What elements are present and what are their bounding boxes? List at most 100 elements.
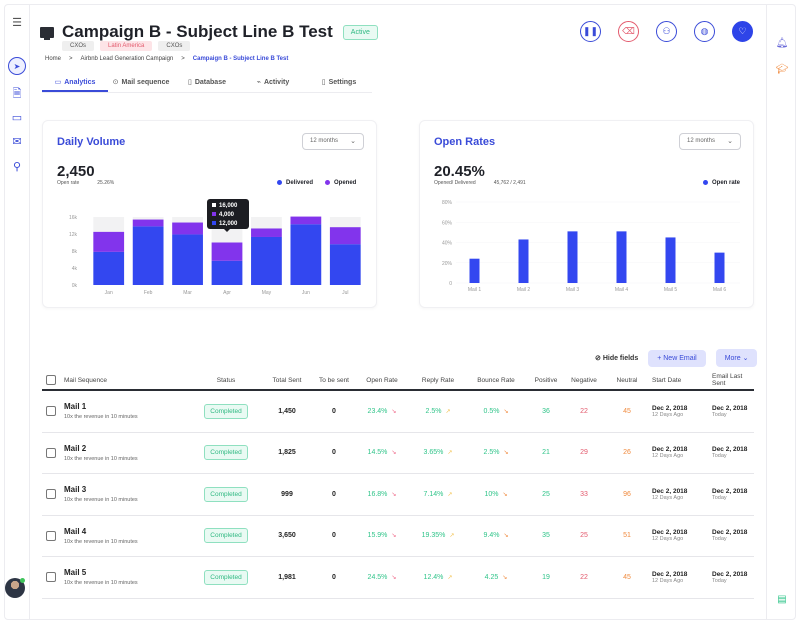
y-tick-label: 60% [442,220,453,226]
sidebar-item-documents[interactable]: 🗎 [4,84,30,104]
sidebar-item-contacts[interactable]: ▭ [4,107,30,127]
column-reply-rate[interactable]: Reply Rate [421,376,455,384]
start-date-relative: 12 Days Ago [652,577,684,584]
legend-item: Delivered [277,180,313,186]
column-to-be-sent[interactable]: To be sent [319,376,349,384]
tab-settings[interactable]: ▯ Settings [306,75,372,92]
mail-sequence-cell: Mail 2 10x the revenue in 10 minutes [42,444,192,462]
pause-button[interactable]: ❚❚ [580,21,601,42]
tag[interactable]: CXOs [62,41,95,51]
breadcrumb-home[interactable]: Home [45,56,62,62]
reply-rate: 3.65% [423,449,444,457]
legend-label: Delivered [286,180,314,187]
tooltip-value: 12,000 [219,221,238,227]
table-row[interactable]: Mail 1 10x the revenue in 10 minutes Comp… [42,391,754,433]
tab-analytics[interactable]: ▭ Analytics [42,75,108,92]
sub-value: 25.26% [97,180,115,186]
table-row[interactable]: Mail 3 10x the revenue in 10 minutes Comp… [42,474,754,516]
hide-fields-button[interactable]: ⊘ Hide fields [595,354,638,362]
column-total-sent[interactable]: Total Sent [272,376,302,384]
status-badge: Completed [204,528,248,544]
last-sent-cell: Dec 2, 2018 Today [704,488,754,501]
range-select[interactable]: 12 months ⌄ [679,133,741,150]
last-sent-date: Dec 2, 2018 [712,487,748,495]
last-sent-cell: Dec 2, 2018 Today [704,446,754,459]
contact-card-icon: ▭ [11,111,23,124]
negative-count: 22 [580,407,588,415]
sub-label: Opened/ Delivered [434,180,476,186]
range-select[interactable]: 12 months ⌄ [302,133,364,150]
tab-mail-sequence[interactable]: ⊙ Mail sequence [108,75,174,92]
more-button[interactable]: More ⌄ [715,349,758,367]
tab-database[interactable]: ▯ Database [174,75,240,92]
table-row[interactable]: Mail 2 10x the revenue in 10 minutes Comp… [42,433,754,474]
reply-rate: 2.5% [425,407,442,415]
column-bounce-rate[interactable]: Bounce Rate [477,376,515,384]
bar-delivered [132,226,164,285]
row-checkbox[interactable] [46,406,56,417]
delete-button[interactable]: ⌫ [618,21,639,42]
row-checkbox[interactable] [46,530,56,541]
sidebar-item-search[interactable]: ⚲ [4,156,30,176]
tag-list: CXOs Latin America CXOs [62,41,191,51]
bar [616,231,627,283]
y-tick-label: 8k [72,249,78,255]
column-status[interactable]: Status [216,376,236,384]
user-avatar[interactable] [5,578,25,598]
mail-name[interactable]: Mail 4 [64,526,87,536]
education-icon[interactable]: 🎓︎ [775,63,789,75]
sidebar-item-campaigns[interactable]: ➤ [4,56,30,76]
column-start-date[interactable]: Start Date [652,376,682,384]
sub-label: Open rate [57,180,80,186]
x-tick-label: Mail 1 [468,287,482,293]
open-rate: 16.8% [367,490,388,498]
start-date: Dec 2, 2018 [652,487,688,495]
status-cell: Completed [192,486,260,502]
reply-rate: 7.14% [423,490,444,498]
column-positive[interactable]: Positive [534,376,558,384]
mail-subject: 10x the revenue in 10 minutes [64,580,138,587]
open-rate-cell: 16.8% ↘ [354,491,410,498]
row-checkbox[interactable] [46,447,56,458]
menu-icon[interactable]: ☰ [12,16,22,29]
trend-down-icon: ↘ [391,408,397,415]
y-tick-label: 16k [69,215,78,221]
sidebar-item-mail[interactable]: ✉ [4,131,30,151]
new-email-button[interactable]: + New Email [648,349,706,367]
tab-activity[interactable]: ⌁ Activity [240,75,306,92]
positive-count: 25 [542,490,550,498]
row-checkbox[interactable] [46,489,56,500]
tag-button[interactable]: ◍ [694,21,715,42]
x-tick-label: Mail 2 [517,287,531,293]
tag[interactable]: Latin America [100,41,153,51]
bounce-rate-cell: 4.25 ↘ [466,574,526,581]
mail-name[interactable]: Mail 5 [64,568,87,578]
table-row[interactable]: Mail 4 10x the revenue in 10 minutes Comp… [42,516,754,557]
column-negative[interactable]: Negative [571,376,597,384]
table-row[interactable]: Mail 5 10x the revenue in 10 minutes Comp… [42,557,754,599]
select-all-checkbox[interactable] [46,375,56,385]
pause-icon: ❚❚ [582,26,599,36]
online-status-dot [20,578,25,583]
row-checkbox[interactable] [46,572,56,583]
add-user-button[interactable]: ⚇ [656,21,677,42]
tag[interactable]: CXOs [158,41,191,51]
card-title: Open Rates [434,136,496,148]
start-date-cell: Dec 2, 2018 12 Days Ago [652,571,704,584]
mail-name[interactable]: Mail 1 [64,402,87,412]
x-tick-label: Mail 5 [664,287,678,293]
mail-name[interactable]: Mail 2 [64,443,87,453]
send-icon: ➤ [8,57,26,75]
favorite-button[interactable]: ♡ [732,21,753,42]
chat-icon[interactable]: ▤ [777,593,787,605]
start-date-cell: Dec 2, 2018 12 Days Ago [652,405,704,418]
breadcrumb-campaign[interactable]: Airbnb Lead Generation Campaign [80,56,174,62]
mail-name[interactable]: Mail 3 [64,485,87,495]
column-neutral[interactable]: Neutral [616,376,638,384]
column-open-rate[interactable]: Open Rate [366,376,398,384]
notification-bell-icon[interactable]: 🔔︎ [775,37,789,49]
last-sent-relative: Today [712,536,727,543]
page-header: Campaign B - Subject Line B Test Active [40,22,378,42]
x-tick-label: Feb [144,290,153,296]
column-email-last-sent[interactable]: Email Last Sent [712,373,743,387]
